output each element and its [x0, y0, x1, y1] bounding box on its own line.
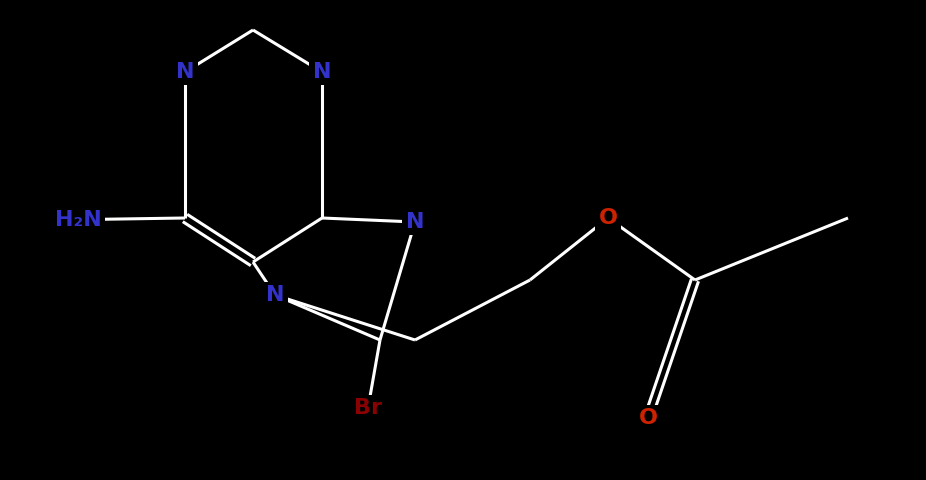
- Text: N: N: [266, 285, 284, 305]
- Text: N: N: [406, 212, 424, 232]
- Text: N: N: [313, 62, 332, 82]
- Text: N: N: [176, 62, 194, 82]
- Text: O: O: [598, 208, 618, 228]
- Text: O: O: [639, 408, 657, 428]
- Text: Br: Br: [354, 398, 382, 418]
- Text: H₂N: H₂N: [55, 210, 102, 230]
